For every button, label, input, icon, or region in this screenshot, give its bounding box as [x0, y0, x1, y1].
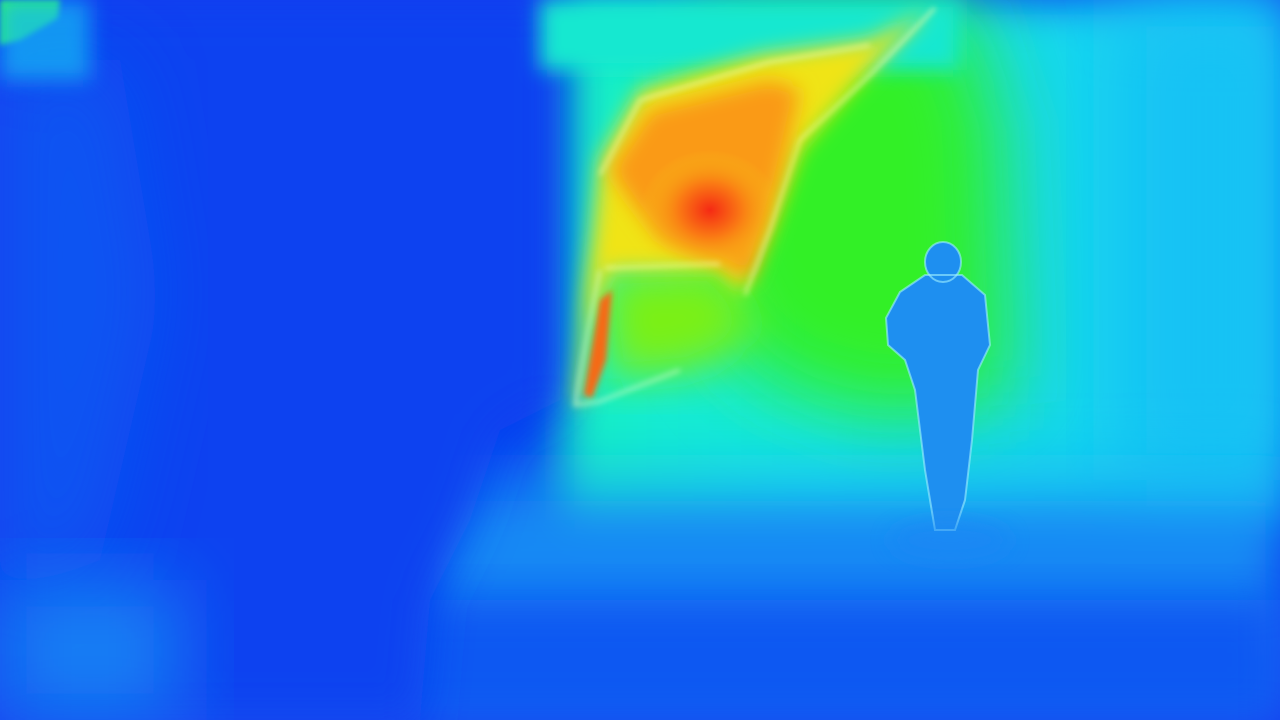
warm-region-edge [598, 6, 937, 296]
figure-floor-shade [890, 520, 1010, 560]
left-red-streak [584, 290, 612, 398]
far-right-light-blue [1120, 0, 1280, 480]
top-left-cyan-glow [0, 0, 90, 80]
lower-left-edge [573, 269, 681, 407]
left-mid-blue [0, 60, 160, 600]
standing-person-silhouette [884, 241, 992, 531]
left-bottom-light [0, 580, 180, 720]
green-left-lower [600, 265, 760, 380]
red-hotspot [640, 150, 780, 270]
